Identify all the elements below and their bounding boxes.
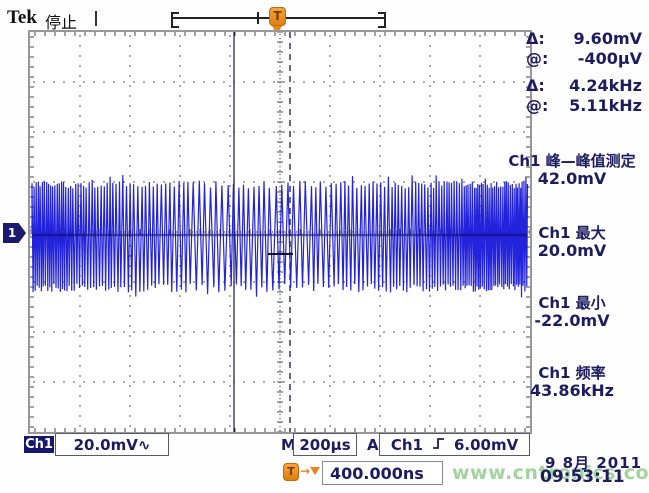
cursor-delta-voltage: Δ: 9.60mV [526,29,642,49]
trigger-source: Ch1 [390,435,423,454]
header-separator [95,11,97,26]
watermark: www.cntronics.com [452,462,649,484]
measurement-title: Ch1 最小 [538,294,606,312]
channel1-scale-readout: 20.0mV ∿ [55,433,169,456]
cursor-at-frequency: @: 5.11kHz [526,96,642,116]
ac-coupling-icon: ∿ [137,435,151,454]
tek-logo: Tek [7,7,37,28]
measurement-value: 43.86kHz [530,381,614,400]
cursor-value: -400μV [577,49,642,68]
cursor-at-voltage: @: -400μV [526,49,642,69]
down-triangle-icon [310,467,320,475]
cursor-delta-frequency: Δ: 4.24kHz [526,76,642,96]
cursor-readouts: Δ: 9.60mV @: -400μV Δ: 4.24kHz @: 5.11kH… [526,29,642,116]
cursor-value: 9.60mV [573,29,642,48]
measurement-value: 20.0mV [537,241,607,260]
timebase-value: 200μs [299,435,351,454]
cursor-label: @: [526,49,549,68]
rising-edge-icon [432,436,445,454]
measurement-pk-pk: Ch1 峰—峰值测定 42.0mV [494,152,649,188]
record-window-center-tick [257,12,259,24]
measurement-value: 42.0mV [537,169,607,188]
measurement-title: Ch1 频率 [538,364,606,382]
measurement-frequency: Ch1 频率 43.86kHz [494,364,649,400]
trigger-position-icon: T [269,7,286,26]
cursor-label: Δ: [526,76,545,95]
cursor-value: 4.24kHz [569,76,642,95]
cursor-value: 5.11kHz [569,96,642,115]
measurement-title: Ch1 最大 [538,224,606,242]
cursor-label: Δ: [526,29,545,48]
measurement-value: -22.0mV [534,311,610,330]
waveform-trace [31,174,529,298]
vertical-scale: 20.0mV [73,435,138,454]
measurement-title: Ch1 峰—峰值测定 [508,152,636,170]
right-arrow-icon: → [300,464,311,478]
measurement-min: Ch1 最小 -22.0mV [494,294,649,330]
channel1-badge: Ch1 [24,436,54,453]
cursor-label: @: [526,96,549,115]
acquisition-status: 停止 [45,13,78,32]
time-display: 09:53:11 [540,467,625,487]
trigger-type-label: A [367,436,379,454]
trigger-level: 6.00mV [453,435,519,454]
channel1-position-marker: 1 [3,223,26,243]
date-display: 9 8月 2011 [545,454,643,472]
timebase-readout: 200μs [293,433,357,456]
graticule [28,30,532,434]
timebase-label: M [281,436,296,454]
record-window-left-bracket [171,12,179,28]
graticule-svg [30,32,530,432]
measurement-max: Ch1 最大 20.0mV [494,224,649,260]
record-window-right-bracket [378,12,386,28]
delay-trigger-icon: T [283,463,299,481]
trigger-readout: Ch1 6.00mV [379,433,530,456]
delay-value: 400.000ns [330,463,424,483]
delay-time-readout: 400.000ns [322,461,443,485]
